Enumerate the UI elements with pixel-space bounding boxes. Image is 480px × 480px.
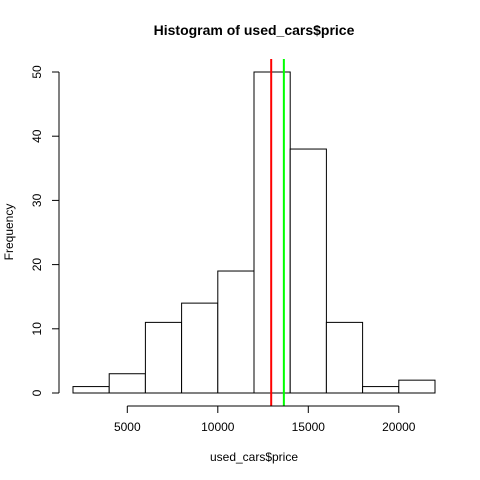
y-tick-label-5: 40 [30,129,44,143]
histogram-bar-5 [217,270,255,394]
y-tick-label-3: 20 [30,258,44,272]
x-tick-label-2: 10000 [201,420,235,434]
histogram-bar-1 [72,386,110,394]
x-tick-label-3: 15000 [292,420,326,434]
histogram-bar-9 [362,386,400,394]
y-axis: 0 10 20 30 40 50 [30,65,60,396]
x-axis: 5000 10000 15000 20000 [114,405,416,434]
histogram-bar-8 [325,321,364,394]
histogram-bar-10 [398,379,436,394]
y-axis-label: Frequency [2,204,16,261]
x-tick-label-4: 20000 [382,420,416,434]
y-tick-label-4: 30 [30,193,44,207]
reference-lines [270,59,285,406]
y-tick-label-1: 0 [30,389,44,396]
histogram-bar-2 [108,373,146,394]
y-tick-label-6: 50 [30,65,44,79]
y-tick-label-2: 10 [30,322,44,336]
histogram-bar-3 [144,321,183,394]
x-axis-label: used_cars$price [210,450,298,464]
x-tick-label-1: 5000 [114,420,141,434]
histogram-bar-7 [289,148,327,394]
chart-title: Histogram of used_cars$price [154,22,355,38]
histogram-bar-4 [181,302,219,394]
